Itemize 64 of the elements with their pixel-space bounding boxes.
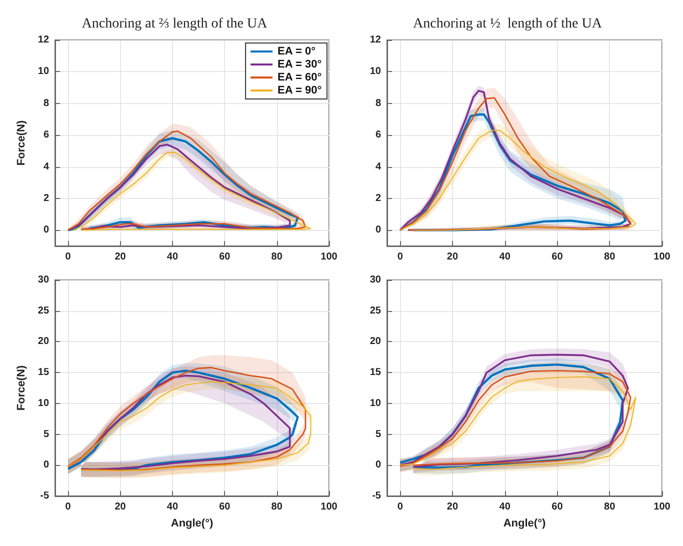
y-tick-label: 30 <box>370 274 382 286</box>
x-tick-label: 0 <box>397 502 404 512</box>
y-tick-label: 0 <box>43 460 50 471</box>
x-tick-label: 100 <box>654 252 671 262</box>
chart-title: Anchoring at ½ length of the UA <box>413 16 603 32</box>
x-tick-label: 60 <box>219 252 231 262</box>
y-tick-label: 25 <box>38 305 50 316</box>
legend-label: EA = 60° <box>278 72 322 84</box>
y-axis-title: Force(N) <box>16 120 28 166</box>
y-tick-label: -5 <box>372 490 382 502</box>
x-tick-label: 0 <box>65 252 72 262</box>
legend-label: EA = 90° <box>278 84 322 96</box>
x-tick-label: 80 <box>604 502 616 512</box>
x-tick-label: 0 <box>397 252 404 262</box>
x-tick-label: 20 <box>114 502 126 512</box>
x-tick-label: 100 <box>654 502 671 512</box>
y-tick-label: -5 <box>40 490 50 502</box>
y-tick-label: 12 <box>370 34 382 46</box>
x-tick-label: 60 <box>219 502 231 512</box>
y-tick-label: 0 <box>375 224 382 236</box>
x-tick-label: 40 <box>499 502 511 512</box>
y-tick-label: 6 <box>375 130 382 141</box>
x-axis-title: Angle(°) <box>170 518 214 530</box>
x-tick-label: 40 <box>499 252 511 262</box>
x-tick-label: 80 <box>604 252 616 262</box>
x-axis-title: Angle(°) <box>503 518 546 530</box>
y-tick-label: 12 <box>38 34 50 46</box>
y-axis-title: Force(N) <box>16 365 28 411</box>
y-tick-label: 6 <box>43 130 50 141</box>
y-tick-label: 30 <box>38 274 50 286</box>
y-tick-label: 5 <box>43 428 50 440</box>
x-tick-label: 20 <box>446 502 458 512</box>
x-tick-label: 0 <box>65 502 72 512</box>
y-tick-label: 8 <box>375 98 382 109</box>
y-tick-label: 10 <box>38 66 50 78</box>
x-tick-label: 80 <box>271 502 283 512</box>
x-tick-label: 60 <box>552 252 564 262</box>
y-tick-label: 10 <box>370 66 382 78</box>
y-tick-label: 2 <box>43 192 50 204</box>
x-tick-label: 80 <box>271 252 283 262</box>
x-tick-label: 100 <box>320 252 338 262</box>
y-tick-label: 10 <box>370 398 382 409</box>
y-tick-label: 15 <box>370 367 382 378</box>
y-tick-label: 0 <box>375 460 382 471</box>
y-tick-label: 5 <box>375 428 382 440</box>
y-tick-label: 25 <box>370 305 382 316</box>
x-tick-label: 40 <box>166 252 178 262</box>
x-tick-label: 20 <box>446 252 458 262</box>
legend-label: EA = 0° <box>278 46 316 58</box>
x-tick-label: 100 <box>320 502 338 512</box>
y-tick-label: 15 <box>38 367 50 378</box>
y-tick-label: 0 <box>43 224 50 236</box>
y-tick-label: 20 <box>370 336 382 348</box>
y-tick-label: 10 <box>38 398 50 409</box>
y-tick-label: 2 <box>375 192 382 204</box>
x-tick-label: 20 <box>114 252 126 262</box>
x-tick-label: 40 <box>166 502 178 512</box>
y-tick-label: 4 <box>43 161 50 172</box>
y-tick-label: 20 <box>38 336 50 348</box>
chart-title: Anchoring at ⅔ length of the UA <box>82 16 268 32</box>
legend-label: EA = 30° <box>278 58 322 70</box>
y-tick-label: 4 <box>375 161 382 172</box>
x-tick-label: 60 <box>552 502 564 512</box>
y-tick-label: 8 <box>43 98 50 109</box>
